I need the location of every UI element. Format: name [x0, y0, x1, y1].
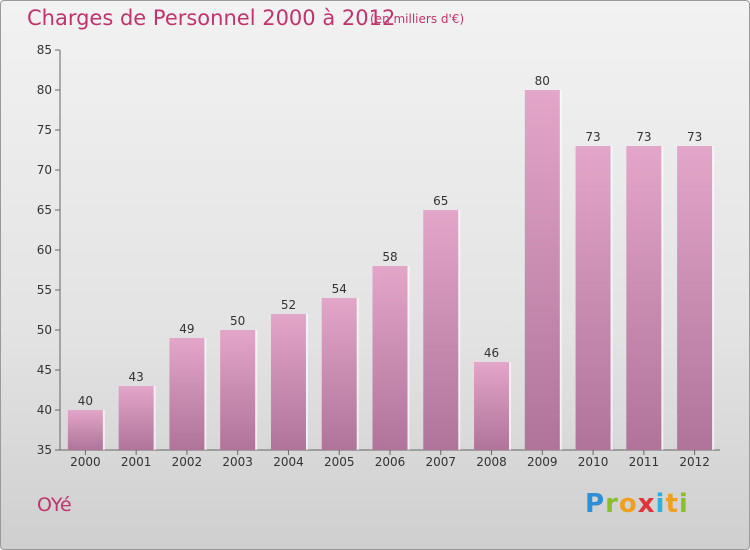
y-tick-label: 35 [37, 443, 52, 457]
y-tick-label: 60 [37, 243, 52, 257]
y-tick-label: 65 [37, 203, 52, 217]
bar [321, 298, 357, 450]
logo-letter: x [637, 489, 656, 519]
data-label: 80 [535, 74, 550, 88]
data-label: 73 [636, 130, 651, 144]
data-labels: 40 43 49 50 52 54 58 65 46 80 73 73 73 [78, 74, 703, 408]
bar [118, 386, 154, 450]
x-tick-label: 2001 [121, 455, 152, 469]
y-tick-label: 45 [37, 363, 52, 377]
data-label: 58 [382, 250, 397, 264]
x-tick-label: 2012 [679, 455, 710, 469]
x-tick-label: 2000 [70, 455, 101, 469]
data-label: 49 [179, 322, 194, 336]
chart-title: Charges de Personnel 2000 à 2012 [27, 6, 396, 30]
x-tick-label: 2006 [375, 455, 406, 469]
logo-letter: o [618, 489, 638, 519]
bar [169, 338, 205, 450]
y-tick-label: 80 [37, 83, 52, 97]
data-label: 52 [281, 298, 296, 312]
bar [626, 146, 662, 450]
bar [372, 266, 408, 450]
data-label: 65 [433, 194, 448, 208]
bar [423, 210, 459, 450]
x-tick-label: 2008 [476, 455, 507, 469]
logo-letter: i [655, 489, 666, 519]
y-tick-label: 85 [37, 43, 52, 57]
bar [67, 410, 103, 450]
bar [677, 146, 713, 450]
x-tick-label: 2007 [425, 455, 456, 469]
x-tick-label: 2003 [222, 455, 253, 469]
x-tick-label: 2009 [527, 455, 558, 469]
y-tick-label: 40 [37, 403, 52, 417]
x-tick-label: 2011 [629, 455, 660, 469]
logo-letter: i [678, 489, 689, 519]
proxiti-logo: Proxiti [585, 489, 689, 519]
y-tick-label: 70 [37, 163, 52, 177]
logo-letter: P [585, 489, 606, 519]
town-name: OYé [37, 494, 72, 516]
data-label: 73 [687, 130, 702, 144]
x-tick-label: 2002 [172, 455, 203, 469]
data-label: 50 [230, 314, 245, 328]
chart-subtitle: (en milliers d'€) [370, 12, 465, 26]
data-label: 73 [585, 130, 600, 144]
bar [524, 90, 560, 450]
x-tick-label: 2010 [578, 455, 609, 469]
bar [220, 330, 256, 450]
y-tick-label: 55 [37, 283, 52, 297]
y-tick-label: 75 [37, 123, 52, 137]
logo-letter: r [605, 489, 619, 519]
data-label: 43 [129, 370, 144, 384]
x-tick-label: 2004 [273, 455, 304, 469]
data-label: 54 [332, 282, 347, 296]
bar [270, 314, 306, 450]
bar-series [67, 90, 715, 450]
bar [575, 146, 611, 450]
data-label: 40 [78, 394, 93, 408]
y-tick-label: 50 [37, 323, 52, 337]
logo-letter: t [665, 489, 679, 519]
data-label: 46 [484, 346, 499, 360]
x-tick-label: 2005 [324, 455, 355, 469]
bar [474, 362, 510, 450]
